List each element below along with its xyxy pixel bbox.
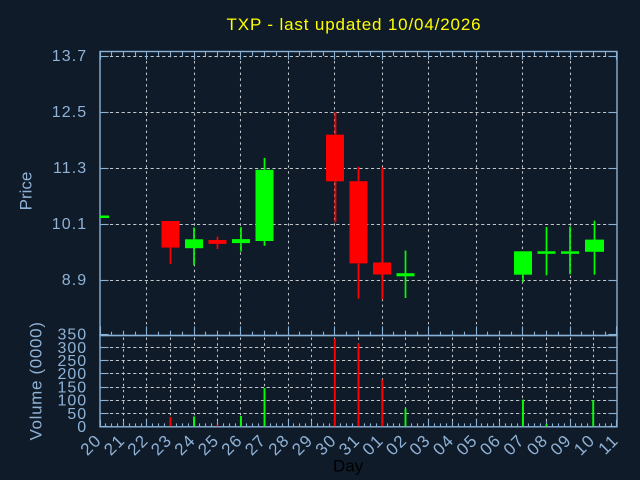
svg-text:150: 150 xyxy=(57,380,87,397)
svg-text:12.5: 12.5 xyxy=(52,104,88,121)
svg-text:10.1: 10.1 xyxy=(52,216,88,233)
svg-text:0: 0 xyxy=(77,419,87,436)
svg-text:Day: Day xyxy=(333,457,364,476)
svg-text:350: 350 xyxy=(57,327,87,344)
svg-text:11.3: 11.3 xyxy=(53,160,87,177)
svg-text:300: 300 xyxy=(57,340,87,357)
svg-text:50: 50 xyxy=(67,406,87,423)
svg-text:100: 100 xyxy=(57,393,87,410)
svg-text:13.7: 13.7 xyxy=(52,48,88,65)
svg-text:Volume (0000): Volume (0000) xyxy=(27,321,46,440)
svg-text:Price: Price xyxy=(17,172,36,211)
svg-text:TXP - last updated 10/04/2026: TXP - last updated 10/04/2026 xyxy=(227,15,482,34)
svg-text:200: 200 xyxy=(57,366,87,383)
svg-text:250: 250 xyxy=(57,353,87,370)
svg-text:8.9: 8.9 xyxy=(62,272,88,289)
